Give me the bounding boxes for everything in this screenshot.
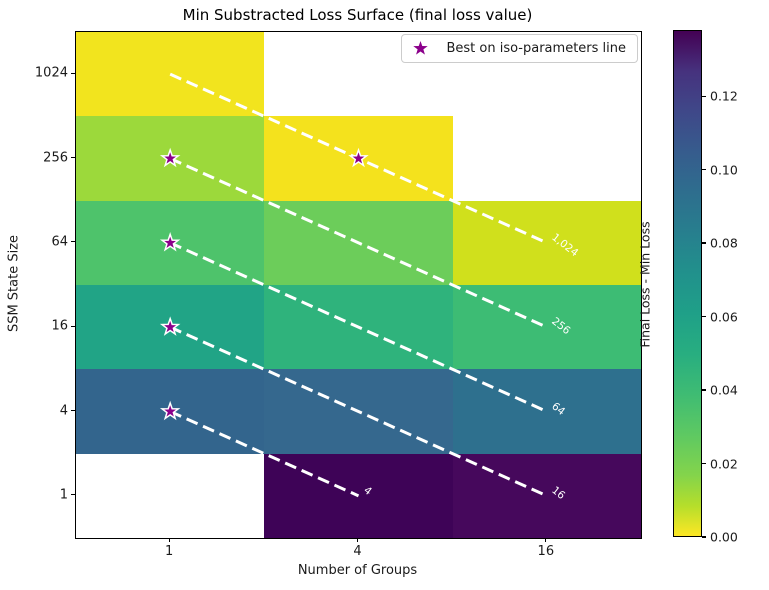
best-point-star — [159, 316, 181, 336]
x-tick-mark — [356, 538, 359, 542]
colorbar-label: Final Loss - Min Loss — [637, 221, 653, 348]
x-tick-mark — [545, 538, 547, 542]
colorbar-tick-mark — [702, 169, 706, 171]
y-tick-mark — [71, 72, 75, 74]
colorbar-tick-mark — [702, 315, 706, 318]
colorbar-tick-label: 0.10 — [710, 162, 738, 178]
x-tick-label: 1 — [165, 544, 174, 559]
y-tick-mark — [71, 325, 75, 327]
axes-frame: 1,024 256 64 16 4 Best on iso-parameters lin… — [75, 31, 642, 539]
iso-line — [169, 241, 548, 413]
legend-star-icon — [413, 40, 429, 55]
colorbar-tick-mark — [702, 536, 706, 538]
colorbar-tick-label: 0.00 — [710, 529, 738, 545]
y-tick-label: 256 — [43, 150, 68, 165]
heatmap-cell — [76, 32, 265, 117]
y-tick-label: 1 — [59, 487, 68, 503]
iso-line — [169, 325, 548, 498]
y-tick-label: 1024 — [34, 65, 68, 81]
x-tick-mark — [168, 538, 170, 542]
colorbar — [673, 30, 702, 537]
legend: Best on iso-parameters line — [401, 34, 638, 63]
iso-line — [169, 410, 360, 498]
colorbar-tick-mark — [702, 95, 706, 97]
y-tick-mark — [71, 409, 75, 412]
y-tick-label: 16 — [51, 318, 68, 334]
colorbar-tick-label: 0.06 — [710, 309, 738, 325]
colorbar-tick-mark — [702, 389, 706, 391]
y-tick-mark — [71, 156, 75, 159]
plot-overlay — [159, 72, 548, 498]
best-point-star — [159, 147, 181, 168]
colorbar-tick-label: 0.08 — [710, 235, 738, 251]
legend-label: Best on iso-parameters line — [446, 41, 626, 56]
x-tick-label: 4 — [353, 544, 362, 559]
y-tick-label: 4 — [59, 403, 68, 418]
colorbar-tick-label: 0.04 — [710, 382, 738, 398]
iso-line — [169, 157, 548, 329]
colorbar-tick-label: 0.02 — [710, 456, 738, 472]
colorbar-tick-label: 0.12 — [710, 88, 738, 104]
plot-title: Min Substracted Loss Surface (final loss… — [182, 6, 533, 24]
x-axis-label: Number of Groups — [297, 563, 418, 578]
best-point-star — [159, 400, 181, 421]
best-point-star — [348, 147, 369, 168]
best-point-star — [159, 232, 181, 252]
x-tick-label: 16 — [537, 544, 555, 559]
colorbar-tick-mark — [702, 242, 706, 244]
y-tick-mark — [71, 494, 75, 496]
colorbar-tick-mark — [702, 462, 706, 465]
y-tick-label: 64 — [51, 234, 68, 250]
y-tick-mark — [71, 241, 75, 243]
